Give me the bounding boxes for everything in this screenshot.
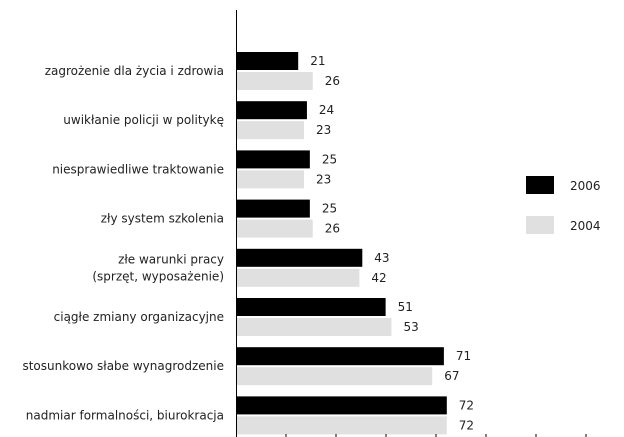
data-label-2006-2: 25	[322, 152, 337, 166]
category-label-7: nadmiar formalności, biurokracja	[26, 408, 224, 422]
bar-2004-1	[237, 121, 305, 140]
bar-2004-6	[237, 367, 433, 386]
category-label-1: uwikłanie policji w politykę	[63, 113, 224, 127]
bar-2004-3	[237, 219, 313, 238]
legend-label-2004: 2004	[570, 219, 601, 233]
bar-2004-2	[237, 170, 305, 189]
category-label-0: zagrożenie dla życia i zdrowia	[45, 64, 224, 78]
data-label-2006-4: 43	[374, 251, 389, 265]
bar-2006-7	[237, 396, 447, 415]
data-label-2004-0: 26	[325, 74, 340, 88]
bar-2006-4	[237, 248, 363, 267]
data-label-2004-4: 42	[371, 271, 386, 285]
category-label-3: zły system szkolenia	[101, 212, 224, 226]
data-label-2004-2: 23	[316, 172, 331, 186]
category-label-5: ciągłe zmiany organizacyjne	[54, 310, 224, 324]
legend: 2006 2004	[526, 176, 601, 234]
data-label-2006-3: 25	[322, 202, 337, 216]
bar-2004-5	[237, 318, 392, 336]
bars-layer	[237, 52, 447, 435]
category-label-4: złe warunki pracy	[118, 252, 224, 266]
bar-2004-4	[237, 268, 360, 287]
legend-swatch-2004	[526, 216, 554, 234]
category-label-2: niesprawiedliwe traktowanie	[52, 162, 224, 176]
data-label-2004-5: 53	[403, 320, 418, 334]
bar-2006-2	[237, 150, 310, 169]
bar-2006-3	[237, 199, 310, 218]
category-label-4: (sprzęt, wyposażenie)	[92, 269, 224, 283]
legend-label-2006: 2006	[570, 179, 601, 193]
data-label-2006-0: 21	[310, 54, 325, 68]
bar-2006-5	[237, 298, 386, 316]
bar-2006-1	[237, 101, 307, 120]
data-label-2004-1: 23	[316, 123, 331, 137]
data-label-2004-7: 72	[459, 418, 474, 432]
data-label-2006-6: 71	[456, 349, 471, 363]
bar-2006-6	[237, 347, 444, 366]
category-label-6: stosunkowo słabe wynagrodzenie	[22, 359, 224, 373]
data-label-2006-1: 24	[319, 103, 334, 117]
bar-2004-7	[237, 416, 447, 435]
data-label-2004-6: 67	[444, 369, 459, 383]
data-label-2004-3: 26	[325, 222, 340, 236]
data-label-2006-5: 51	[398, 300, 413, 314]
bar-2004-0	[237, 72, 313, 90]
data-label-2006-7: 72	[459, 398, 474, 412]
legend-swatch-2006	[526, 176, 554, 194]
bar-2006-0	[237, 52, 299, 70]
